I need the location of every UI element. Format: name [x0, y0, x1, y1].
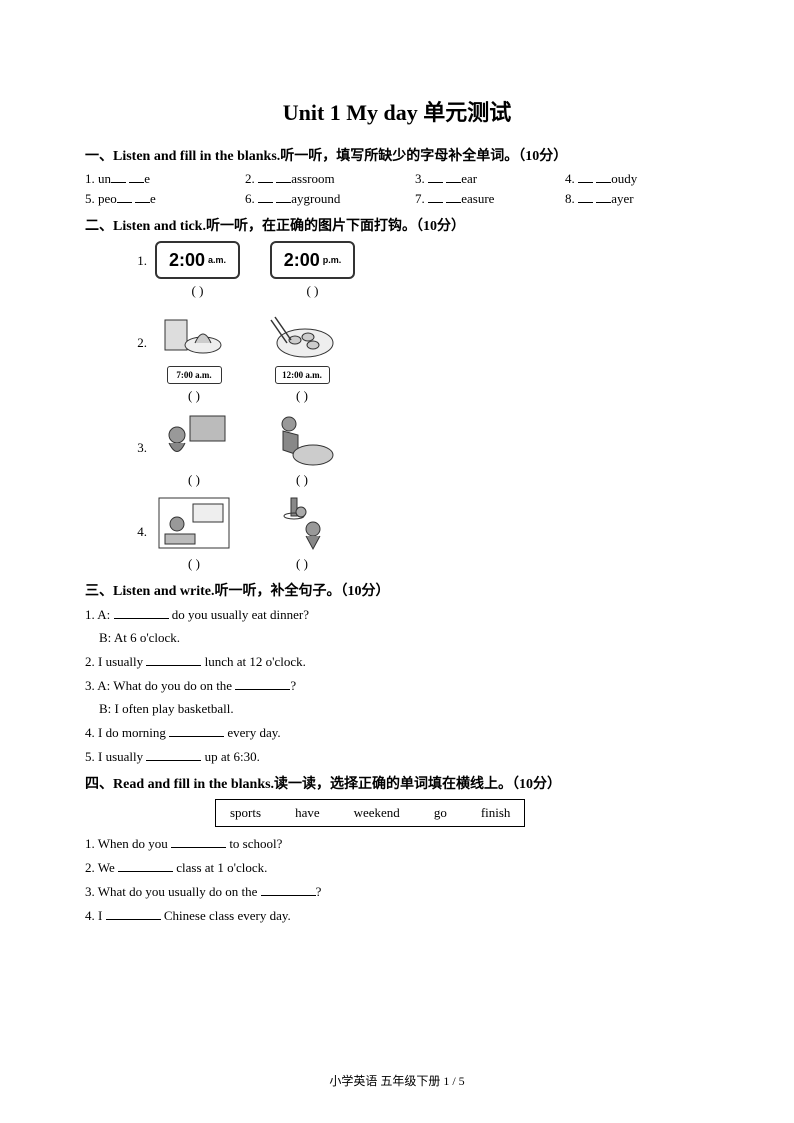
boy-classroom-icon — [155, 494, 233, 552]
girl-washing-icon — [263, 410, 341, 468]
food-dumplings-icon — [263, 305, 341, 363]
word-bank: sports have weekend go finish — [215, 799, 525, 827]
s3-q1b: B: At 6 o'clock. — [85, 630, 709, 646]
s3-q4: 4. I do morning every day. — [85, 724, 709, 741]
s2-q4: 4. ( ) ( ) — [85, 494, 709, 572]
page-footer: 小学英语 五年级下册 1 / 5 — [0, 1072, 794, 1089]
s3-q1a: 1. A: do you usually eat dinner? — [85, 606, 709, 623]
s3-q2: 2. I usually lunch at 12 o'clock. — [85, 653, 709, 670]
s4-q3: 3. What do you usually do on the ? — [85, 883, 709, 900]
small-clock-icon: 12:00 a.m. — [275, 366, 330, 384]
s3-q5: 5. I usually up at 6:30. — [85, 748, 709, 765]
s4-q2: 2. We class at 1 o'clock. — [85, 859, 709, 876]
s2-q1: 1. 2:00a.m. ( ) 2:00p.m. ( ) — [85, 241, 709, 299]
section-1-heading: 一、Listen and fill in the blanks.听一听，填写所缺… — [85, 145, 709, 165]
s1-row-2: 5. peo e 6. ayground 7. easure 8. ayer — [85, 191, 709, 207]
s2-q3: 3. ( ) ( ) — [85, 410, 709, 488]
small-clock-icon: 7:00 a.m. — [167, 366, 222, 384]
section-4-heading: 四、Read and fill in the blanks.读一读，选择正确的单… — [85, 773, 709, 793]
s4-q4: 4. I Chinese class every day. — [85, 907, 709, 924]
s2-q2: 2. 7:00 a.m. ( ) 12:00 a.m. ( ) — [85, 305, 709, 404]
page-title: Unit 1 My day 单元测试 — [85, 95, 709, 127]
clock-pm-icon: 2:00p.m. — [270, 241, 355, 279]
food-breakfast-icon — [155, 305, 233, 363]
s4-q1: 1. When do you to school? — [85, 835, 709, 852]
girl-watching-tv-icon — [155, 410, 233, 468]
section-2-heading: 二、Listen and tick.听一听，在正确的图片下面打钩。（10分） — [85, 215, 709, 235]
s1-row-1: 1. un e 2. assroom 3. ear 4. oudy — [85, 171, 709, 187]
clock-am-icon: 2:00a.m. — [155, 241, 240, 279]
section-3-heading: 三、Listen and write.听一听，补全句子。（10分） — [85, 580, 709, 600]
s3-q3a: 3. A: What do you do on the ? — [85, 677, 709, 694]
boy-basketball-icon — [263, 494, 341, 552]
s3-q3b: B: I often play basketball. — [85, 701, 709, 717]
